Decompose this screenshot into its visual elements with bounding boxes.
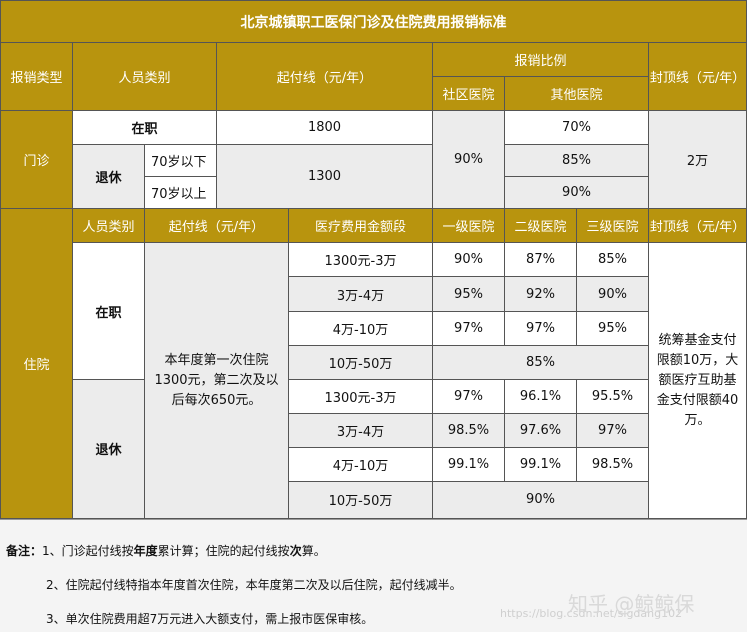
inpatient-cap-text: 统筹基金支付限额10万，大额医疗互助基金支付限额40万。: [647, 242, 747, 519]
inpatient-header-level2: 二级医院: [504, 208, 577, 244]
header-reimburse-type: 报销类型: [0, 42, 73, 112]
inpatient-retired: 退休: [72, 378, 145, 520]
outpatient-under70: 70岁以下: [144, 144, 217, 178]
inpatient-rate-level3: 95%: [576, 310, 649, 346]
notes-prefix: 备注：: [6, 544, 43, 558]
outpatient-community-rate: 90%: [432, 110, 505, 210]
table-title: 北京城镇职工医保门诊及住院费用报销标准: [0, 0, 747, 44]
inpatient-header-segment: 医疗费用金额段: [288, 208, 433, 244]
inpatient-rate-level2: 96.1%: [504, 378, 577, 414]
inpatient-rate-level1: 95%: [432, 276, 505, 312]
inpatient-rate-all: 85%: [432, 344, 649, 380]
outpatient-over70-other: 90%: [504, 176, 649, 210]
note-1-part-d: 次: [289, 544, 302, 558]
inpatient-rate-level3: 97%: [576, 412, 649, 448]
inpatient-segment: 3万-4万: [288, 412, 433, 448]
note-1: 备注：1、门诊起付线按年度累计算；住院的起付线按次算。: [6, 542, 326, 559]
inpatient-header-personnel: 人员类别: [72, 208, 145, 244]
note-3: 3、单次住院费用超7万元进入大额支付，需上报市医保审核。: [46, 612, 374, 626]
inpatient-rate-level3: 85%: [576, 242, 649, 278]
inpatient-segment: 1300元-3万: [288, 378, 433, 414]
note-1-part-e: 算。: [301, 544, 326, 558]
header-personnel: 人员类别: [72, 42, 217, 112]
header-deductible: 起付线（元/年）: [216, 42, 433, 112]
header-ratio: 报销比例: [432, 42, 649, 78]
inpatient-rate-level2: 92%: [504, 276, 577, 312]
note-1-part-a: 1、门诊起付线按: [42, 544, 134, 558]
header-cap: 封顶线（元/年）: [647, 42, 747, 112]
inpatient-segment: 10万-50万: [288, 480, 433, 520]
outpatient-cap: 2万: [647, 110, 747, 210]
watermark-brand: 知乎 @鲸鲸保: [568, 592, 695, 616]
inpatient-segment: 3万-4万: [288, 276, 433, 312]
watermark-url: https://blog.csdn.net/sigdang102: [500, 607, 683, 620]
inpatient-rate-level1: 97%: [432, 378, 505, 414]
inpatient-header-level1: 一级医院: [432, 208, 505, 244]
inpatient-segment: 10万-50万: [288, 344, 433, 380]
note-1-part-b: 年度: [133, 544, 158, 558]
inpatient-rate-level2: 97%: [504, 310, 577, 346]
inpatient-rate-level2: 87%: [504, 242, 577, 278]
inpatient-label: 住院: [0, 208, 73, 519]
inpatient-rate-level3: 90%: [576, 276, 649, 312]
inpatient-deductible-text: 本年度第一次住院1300元，第二次及以后每次650元。: [144, 242, 289, 519]
outpatient-retired: 退休: [72, 144, 145, 210]
outpatient-employed-deductible: 1800: [216, 110, 433, 146]
inpatient-rate-level1: 97%: [432, 310, 505, 346]
inpatient-rate-level1: 99.1%: [432, 446, 505, 482]
header-other-hospital: 其他医院: [504, 76, 649, 112]
inpatient-rate-level2: 99.1%: [504, 446, 577, 482]
inpatient-header-cap: 封顶线（元/年）: [647, 208, 747, 244]
outpatient-under70-other: 85%: [504, 144, 649, 178]
outpatient-employed-other: 70%: [504, 110, 649, 146]
outpatient-employed: 在职: [72, 110, 217, 146]
inpatient-employed: 在职: [72, 242, 145, 380]
inpatient-segment: 1300元-3万: [288, 242, 433, 278]
inpatient-rate-all: 90%: [432, 480, 649, 520]
note-1-part-c: 累计算；住院的起付线按: [157, 544, 290, 558]
inpatient-segment: 4万-10万: [288, 446, 433, 482]
outpatient-retired-deductible: 1300: [216, 144, 433, 210]
inpatient-rate-level3: 98.5%: [576, 446, 649, 482]
inpatient-rate-level3: 95.5%: [576, 378, 649, 414]
outpatient-label: 门诊: [0, 110, 73, 210]
outpatient-over70: 70岁以上: [144, 176, 217, 210]
inpatient-rate-level1: 90%: [432, 242, 505, 278]
reimbursement-table: 北京城镇职工医保门诊及住院费用报销标准 报销类型 人员类别 起付线（元/年） 报…: [0, 0, 747, 520]
header-community-hospital: 社区医院: [432, 76, 505, 112]
inpatient-header-level3: 三级医院: [576, 208, 649, 244]
inpatient-rate-level2: 97.6%: [504, 412, 577, 448]
notes-section: 备注：1、门诊起付线按年度累计算；住院的起付线按次算。 2、住院起付线特指本年度…: [0, 519, 747, 632]
note-2: 2、住院起付线特指本年度首次住院，本年度第二次及以后住院，起付线减半。: [46, 578, 462, 592]
inpatient-rate-level1: 98.5%: [432, 412, 505, 448]
inpatient-segment: 4万-10万: [288, 310, 433, 346]
inpatient-header-deductible: 起付线（元/年）: [144, 208, 289, 244]
